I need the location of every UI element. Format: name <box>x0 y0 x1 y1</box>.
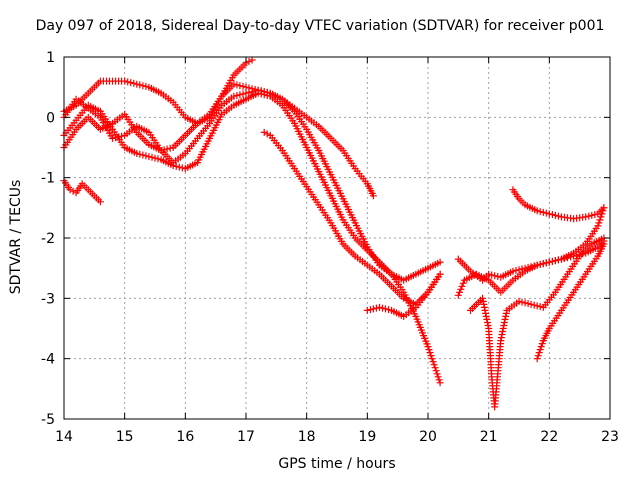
x-tick-label: 21 <box>480 429 498 445</box>
y-tick-label: -3 <box>41 291 55 307</box>
x-tick-label: 20 <box>419 429 437 445</box>
marker-trace <box>60 89 444 387</box>
x-axis-label: GPS time / hours <box>278 456 396 472</box>
y-tick-label: -1 <box>41 171 55 187</box>
x-tick-label: 15 <box>116 429 134 445</box>
chart-title: Day 097 of 2018, Sidereal Day-to-day VTE… <box>35 18 605 34</box>
series-track-c <box>60 89 444 387</box>
series-track-e <box>60 177 104 206</box>
y-tick-label: -4 <box>41 352 55 368</box>
marker-trace <box>533 240 608 363</box>
marker-trace <box>60 177 104 206</box>
series-track-g <box>363 270 444 320</box>
x-tick-label: 22 <box>540 429 558 445</box>
y-axis-label: SDTVAR / TECUs <box>8 179 24 295</box>
series-track-d <box>60 80 444 284</box>
marker-trace <box>509 186 608 223</box>
x-tick-label: 18 <box>298 429 316 445</box>
series-track-l <box>533 240 608 363</box>
series-track-k <box>509 186 608 223</box>
grid <box>64 57 610 419</box>
y-tick-label: 1 <box>46 50 55 66</box>
x-tick-label: 17 <box>237 429 255 445</box>
marker-trace <box>363 270 444 320</box>
marker-trace <box>454 204 608 299</box>
series-track-i <box>454 204 608 299</box>
y-tick-label: -5 <box>41 412 55 428</box>
x-tick-label: 23 <box>601 429 619 445</box>
marker-trace <box>60 80 444 284</box>
x-tick-label: 16 <box>176 429 194 445</box>
marker-trace <box>467 234 608 411</box>
series-track-j <box>467 234 608 411</box>
x-tick-label: 14 <box>55 429 73 445</box>
data-markers <box>60 56 608 411</box>
y-tick-label: 0 <box>46 110 55 126</box>
axis-ticks: 14 15 16 17 18 19 20 21 22 23 1 0 -1 -2 -3 -4 -5 <box>41 50 619 445</box>
x-tick-label: 19 <box>358 429 376 445</box>
y-tick-label: -2 <box>41 231 55 247</box>
